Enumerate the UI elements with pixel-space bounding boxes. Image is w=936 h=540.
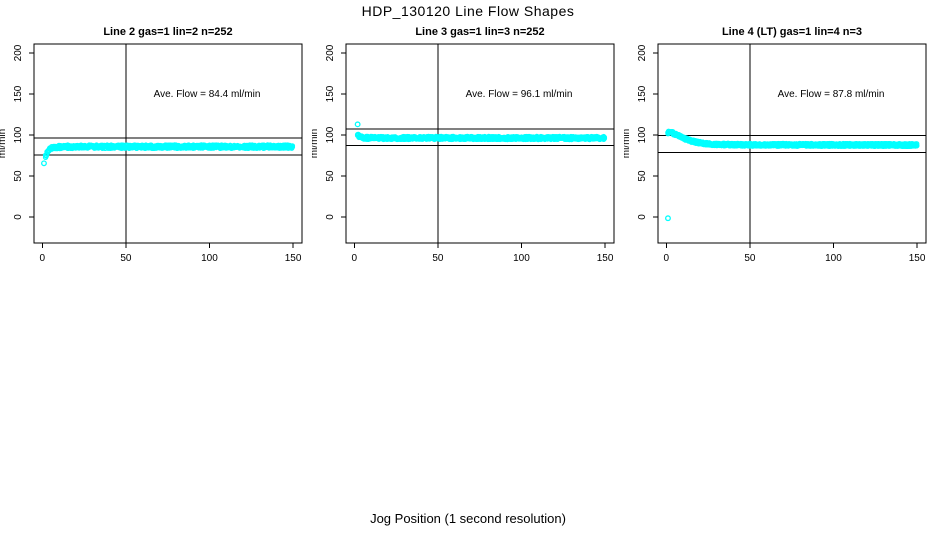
data-point bbox=[601, 134, 608, 141]
y-axis-tick-label: 150 bbox=[637, 85, 648, 102]
x-axis-tick-label: 150 bbox=[909, 253, 926, 264]
panel-1-plot: Line 2 gas=1 lin=2 n=252 0 50 100 150 200 ml/m… bbox=[0, 26, 303, 264]
y-axis-tick-label: 0 bbox=[325, 214, 336, 220]
data-point bbox=[43, 152, 50, 158]
x-axis-tick-label: 100 bbox=[825, 253, 842, 264]
x-axis-tick-label: 50 bbox=[120, 253, 132, 264]
data-series bbox=[354, 131, 608, 143]
y-axis-tick-label: 200 bbox=[637, 44, 648, 61]
x-axis-tick-label: 150 bbox=[285, 253, 302, 264]
y-axis-title: ml/min bbox=[312, 129, 320, 158]
y-axis-tick-label: 100 bbox=[13, 126, 24, 143]
panel-title: Line 4 (LT) gas=1 lin=4 n=3 bbox=[722, 26, 862, 38]
y-axis-tick-label: 50 bbox=[325, 170, 336, 182]
avg-flow-annotation: Ave. Flow = 87.8 ml/min bbox=[778, 89, 885, 100]
x-axis-tick-label: 0 bbox=[352, 253, 358, 264]
outlier-point bbox=[41, 160, 47, 167]
figure-title: HDP_130120 Line Flow Shapes bbox=[361, 3, 575, 19]
y-axis-tick-label: 150 bbox=[325, 85, 336, 102]
plot-box bbox=[657, 43, 927, 244]
panel-title: Line 2 gas=1 lin=2 n=252 bbox=[103, 26, 232, 38]
x-axis-tick-label: 100 bbox=[201, 253, 218, 264]
panel-3-plot: Line 4 (LT) gas=1 lin=4 n=3 0 50 100 150 200 m… bbox=[624, 26, 927, 264]
panels-container: Line 2 gas=1 lin=2 n=252 0 50 100 150 200 ml/m… bbox=[0, 26, 927, 264]
y-axis-tick-label: 0 bbox=[637, 214, 648, 220]
data-series bbox=[42, 142, 296, 160]
y-axis-tick-label: 50 bbox=[637, 170, 648, 182]
y-axis-tick-label: 200 bbox=[325, 44, 336, 61]
x-axis-tick-label: 100 bbox=[513, 253, 530, 264]
outlier-point bbox=[354, 121, 361, 128]
data-point bbox=[289, 144, 296, 150]
outlier-point bbox=[665, 215, 671, 222]
panel-2-plot: Line 3 gas=1 lin=3 n=252 0 50 100 150 200 ml/m… bbox=[312, 26, 615, 264]
avg-flow-annotation: Ave. Flow = 96.1 ml/min bbox=[466, 89, 573, 100]
y-axis-tick-label: 0 bbox=[13, 214, 24, 220]
x-axis-tick-label: 0 bbox=[40, 253, 46, 264]
x-axis-label: Jog Position (1 second resolution) bbox=[370, 511, 566, 526]
y-axis-title: ml/min bbox=[624, 129, 632, 158]
y-axis-tick-label: 50 bbox=[13, 170, 24, 182]
x-axis-tick-label: 50 bbox=[432, 253, 444, 264]
avg-flow-annotation: Ave. Flow = 84.4 ml/min bbox=[154, 89, 261, 100]
y-axis-title: ml/min bbox=[0, 129, 8, 158]
x-axis-tick-label: 150 bbox=[597, 253, 614, 264]
x-axis-tick-label: 0 bbox=[664, 253, 670, 264]
x-axis-tick-label: 50 bbox=[744, 253, 756, 264]
plot-box bbox=[33, 43, 303, 244]
plot-box bbox=[345, 43, 615, 244]
y-axis-tick-label: 100 bbox=[637, 126, 648, 143]
data-series bbox=[665, 128, 920, 149]
panel-title: Line 3 gas=1 lin=3 n=252 bbox=[415, 26, 544, 38]
y-axis-tick-label: 200 bbox=[13, 44, 24, 61]
data-point bbox=[914, 142, 920, 149]
y-axis-tick-label: 150 bbox=[13, 85, 24, 102]
y-axis-tick-label: 100 bbox=[325, 126, 336, 143]
